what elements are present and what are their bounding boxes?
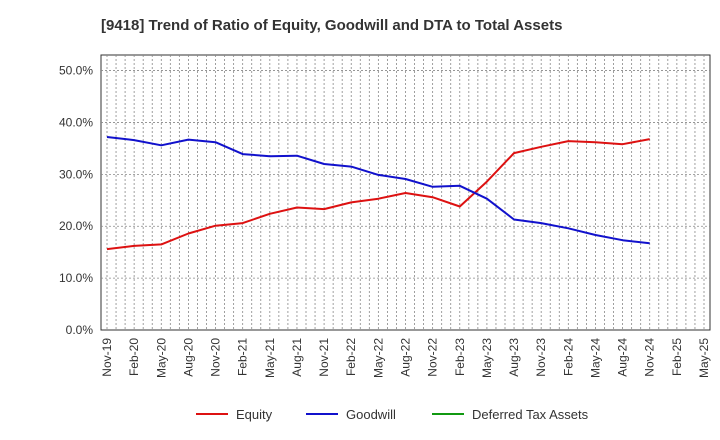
y-tick-label: 30.0% (59, 167, 93, 181)
x-tick-label: May-22 (371, 338, 385, 378)
x-tick-label: Feb-23 (453, 338, 467, 376)
x-tick-label: Aug-22 (399, 338, 413, 377)
x-tick-label: Aug-20 (181, 338, 195, 377)
y-tick-label: 20.0% (59, 219, 93, 233)
legend: Equity Goodwill Deferred Tax Assets (196, 407, 589, 422)
y-tick-label: 10.0% (59, 271, 93, 285)
legend-label: Equity (236, 407, 273, 422)
legend-label: Deferred Tax Assets (472, 407, 589, 422)
x-tick-label: Feb-24 (561, 338, 575, 376)
series-line-goodwill (106, 136, 650, 245)
x-tick-label: Nov-24 (643, 338, 657, 377)
series-line-equity (106, 138, 650, 251)
x-tick-label: Nov-23 (534, 338, 548, 377)
x-tick-label: Feb-22 (344, 338, 358, 376)
legend-item-deferred-tax-assets: Deferred Tax Assets (432, 407, 589, 422)
x-tick-label: Feb-21 (236, 338, 250, 376)
x-tick-label: May-20 (154, 338, 168, 378)
legend-item-goodwill: Goodwill (306, 407, 396, 422)
x-tick-label: May-21 (263, 338, 277, 378)
x-tick-label: Nov-19 (100, 338, 114, 377)
legend-item-equity: Equity (196, 407, 273, 422)
x-tick-label: Feb-25 (670, 338, 684, 376)
y-tick-label: 40.0% (59, 115, 93, 129)
x-tick-label: Nov-22 (426, 338, 440, 377)
x-tick-label: May-25 (697, 338, 711, 378)
y-tick-label: 50.0% (59, 64, 93, 78)
x-tick-label: Feb-20 (127, 338, 141, 376)
legend-label: Goodwill (346, 407, 396, 422)
x-tick-label: Aug-21 (290, 338, 304, 377)
x-tick-label: Aug-24 (616, 338, 630, 377)
plot-area: 0.0% 10.0% 20.0% 30.0% 40.0% 50.0% Nov-19 Feb-2… (59, 54, 711, 378)
chart-title: [9418] Trend of Ratio of Equity, Goodwil… (101, 17, 562, 34)
x-tick-label: Nov-21 (317, 338, 331, 377)
x-tick-label: Aug-23 (507, 338, 521, 377)
x-tick-label: May-23 (480, 338, 494, 378)
x-tick-label: May-24 (588, 338, 602, 378)
x-tick-label: Nov-20 (209, 338, 223, 377)
y-tick-label: 0.0% (66, 323, 94, 337)
